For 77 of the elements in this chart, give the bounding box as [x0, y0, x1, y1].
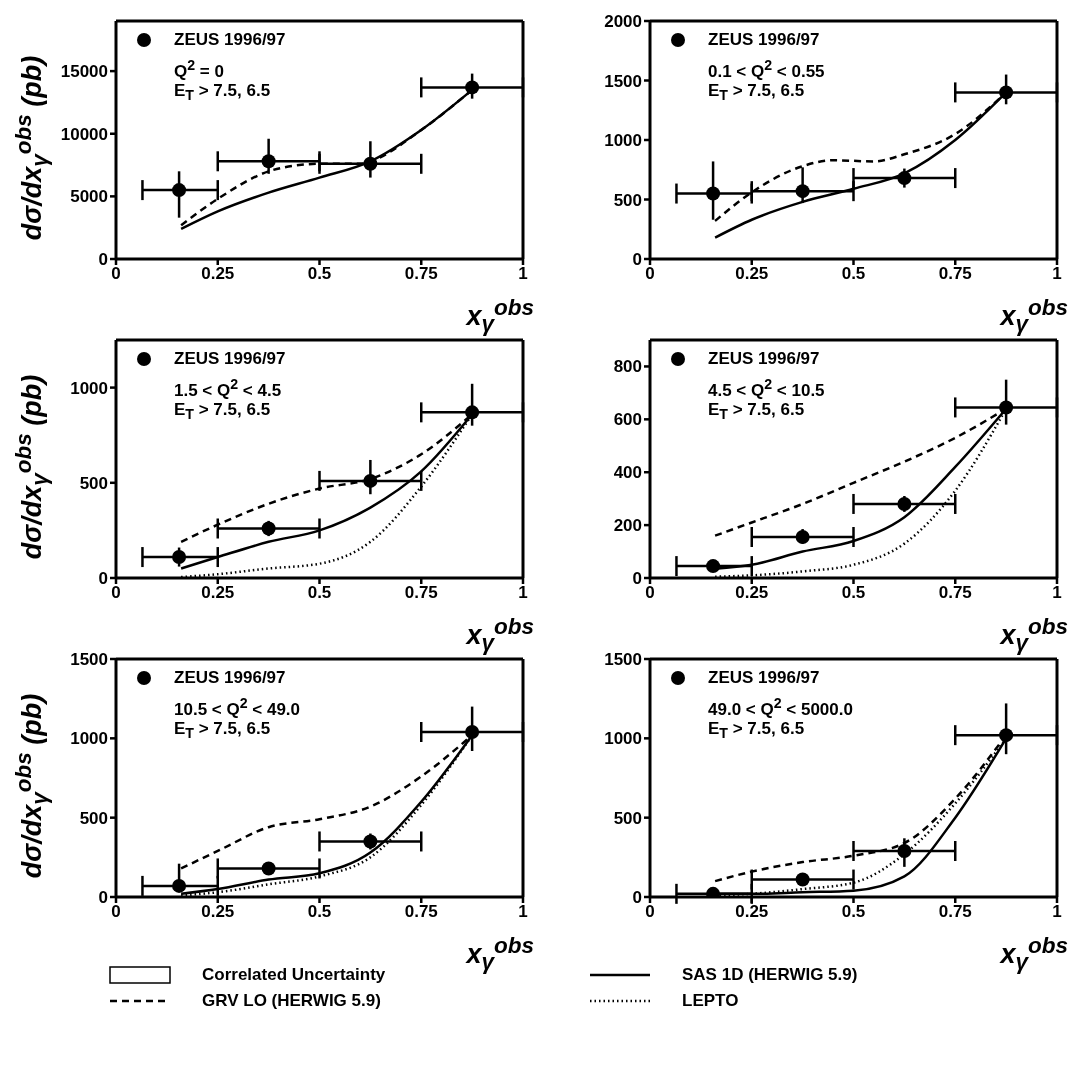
x-tick-label: 0.75: [938, 264, 972, 284]
y-tick-label: 0: [98, 888, 108, 908]
annotation: E$_{T}$ > 7.5, 6.5: [174, 399, 271, 423]
y-tick-label: 1500: [604, 650, 642, 670]
y-tick-label: 0: [98, 569, 108, 589]
x-tick-label: 1: [1052, 902, 1062, 922]
x-tick-label: 1: [1052, 583, 1062, 603]
y-tick-label: 5000: [70, 187, 108, 207]
y-tick-label: 0: [632, 569, 642, 589]
y-tick-label: 600: [613, 410, 642, 430]
legend-label: SAS 1D (HERWIG 5.9): [682, 965, 858, 985]
x-tick-label: 0.5: [841, 902, 866, 922]
x-tick-label: 0.75: [404, 264, 438, 284]
x-tick-label: 0: [645, 583, 655, 603]
annotation: E$_{T}$ > 7.5, 6.5: [708, 718, 805, 742]
x-tick-label: 1: [518, 583, 528, 603]
x-tick-label: 0: [645, 902, 655, 922]
x-tick-label: 0.5: [307, 264, 332, 284]
annotation: 4.5 < Q$^{2}$ < 10.5: [708, 376, 825, 400]
y-tick-label: 2000: [604, 12, 642, 32]
x-tick-label: 0.75: [938, 583, 972, 603]
legend-label: ZEUS 1996/97: [174, 30, 286, 50]
x-tick-label: 0.25: [201, 583, 235, 603]
x-tick-label: 0.25: [201, 264, 235, 284]
legend-label: ZEUS 1996/97: [708, 349, 820, 369]
x-tick-label: 1: [1052, 264, 1062, 284]
y-tick-label: 0: [632, 888, 642, 908]
legend-label: LEPTO: [682, 991, 739, 1011]
legend-label: ZEUS 1996/97: [708, 30, 820, 50]
y-tick-label: 0: [98, 250, 108, 270]
annotation: Q$^{2}$ = 0: [174, 57, 224, 81]
x-tick-label: 0: [111, 264, 121, 284]
x-tick-label: 0: [645, 264, 655, 284]
y-tick-label: 15000: [60, 62, 108, 82]
x-tick-label: 0.25: [735, 583, 769, 603]
x-tick-label: 1: [518, 902, 528, 922]
annotation: 1.5 < Q$^{2}$ < 4.5: [174, 376, 282, 400]
y-tick-label: 1500: [70, 650, 108, 670]
y-tick-label: 500: [613, 808, 642, 828]
x-tick-label: 0.75: [938, 902, 972, 922]
x-tick-label: 0: [111, 583, 121, 603]
annotation: 10.5 < Q$^{2}$ < 49.0: [174, 695, 301, 719]
annotation: E$_{T}$ > 7.5, 6.5: [174, 718, 271, 742]
y-tick-label: 1500: [604, 71, 642, 91]
y-tick-label: 800: [613, 357, 642, 377]
x-tick-label: 0.5: [307, 583, 332, 603]
y-tick-label: 0: [632, 250, 642, 270]
legend-label: GRV LO (HERWIG 5.9): [202, 991, 381, 1011]
x-tick-label: 0: [111, 902, 121, 922]
y-tick-label: 500: [613, 190, 642, 210]
y-tick-label: 10000: [60, 124, 108, 144]
annotation: E$_{T}$ > 7.5, 6.5: [708, 80, 805, 104]
y-tick-label: 500: [79, 808, 108, 828]
legend-label: ZEUS 1996/97: [174, 349, 286, 369]
legend-label: ZEUS 1996/97: [174, 668, 286, 688]
x-tick-label: 0.75: [404, 902, 438, 922]
text: Correlated Uncertainty: [202, 965, 386, 985]
x-tick-label: 0.25: [735, 902, 769, 922]
x-tick-label: 0.75: [404, 583, 438, 603]
x-tick-label: 0.5: [307, 902, 332, 922]
y-tick-label: 1000: [604, 131, 642, 151]
annotation: E$_{T}$ > 7.5, 6.5: [174, 80, 271, 104]
y-tick-label: 200: [613, 516, 642, 536]
x-tick-label: 1: [518, 264, 528, 284]
x-tick-label: 0.5: [841, 583, 866, 603]
y-tick-label: 400: [613, 463, 642, 483]
annotation: 0.1 < Q$^{2}$ < 0.55: [708, 57, 825, 81]
x-tick-label: 0.5: [841, 264, 866, 284]
y-tick-label: 1000: [70, 378, 108, 398]
legend-label: ZEUS 1996/97: [708, 668, 820, 688]
y-tick-label: 1000: [70, 729, 108, 749]
annotation: 49.0 < Q$^{2}$ < 5000.0: [708, 695, 853, 719]
y-tick-label: 1000: [604, 729, 642, 749]
annotation: E$_{T}$ > 7.5, 6.5: [708, 399, 805, 423]
x-tick-label: 0.25: [201, 902, 235, 922]
x-tick-label: 0.25: [735, 264, 769, 284]
y-tick-label: 500: [79, 473, 108, 493]
